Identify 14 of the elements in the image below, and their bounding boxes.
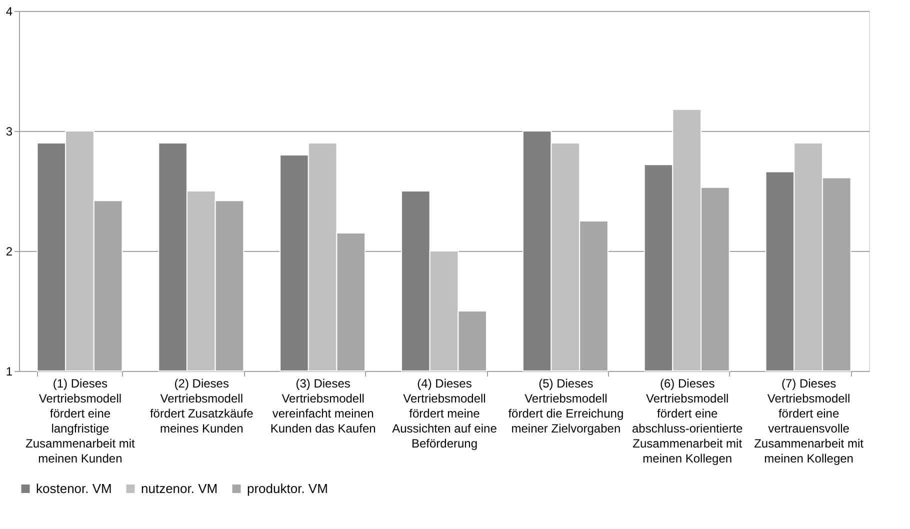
y-tick-label: 4 bbox=[6, 4, 13, 18]
x-tick-label: (7) Dieses Vertriebsmodell fördert eine vertrauensvolle Zusammenarbeit mit meinen Kollegen bbox=[754, 376, 864, 466]
y-tick-label: 2 bbox=[6, 244, 13, 258]
x-tick-label: (1) Dieses Vertriebsmodell fördert eine langfristige Zusammenarbeit mit meinen Kunden bbox=[26, 376, 136, 466]
x-tick-label: (4) Dieses Vertriebsmodell fördert meine Aussichten auf eine Beförderung bbox=[392, 376, 498, 450]
legend-label: nutzenor. VM bbox=[141, 480, 218, 496]
y-tick-label: 3 bbox=[6, 124, 13, 138]
x-tick-label: (2) Dieses Vertriebsmodell fördert Zusatzkäufe meines Kunden bbox=[150, 376, 254, 436]
x-tick-label: (6) Dieses Vertriebsmodell fördert eine abschluss-orientierte Zusammenarbeit mit meinen Kollegen bbox=[632, 376, 744, 466]
legend-label: produktor. VM bbox=[247, 480, 328, 496]
y-tick-label: 1 bbox=[6, 364, 13, 378]
legend-label: kostenor. VM bbox=[36, 480, 112, 496]
x-tick-label: (3) Dieses Vertriebsmodell vereinfacht meinen Kunden das Kaufen bbox=[270, 376, 376, 436]
x-tick-label: (5) Dieses Vertriebsmodell fördert die Erreichung meiner Zielvorgaben bbox=[508, 376, 624, 436]
